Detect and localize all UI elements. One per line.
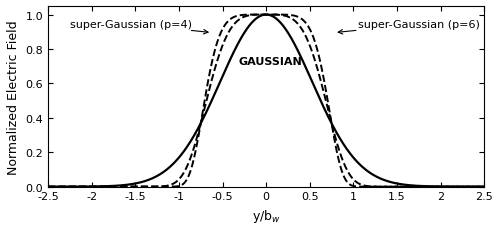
Text: super-Gaussian (p=6): super-Gaussian (p=6) xyxy=(338,20,480,35)
Y-axis label: Normalized Electric Field: Normalized Electric Field xyxy=(7,20,20,174)
X-axis label: y/b$_w$: y/b$_w$ xyxy=(252,207,280,224)
Text: GAUSSIAN: GAUSSIAN xyxy=(238,57,302,67)
Text: super-Gaussian (p=4): super-Gaussian (p=4) xyxy=(70,20,208,35)
